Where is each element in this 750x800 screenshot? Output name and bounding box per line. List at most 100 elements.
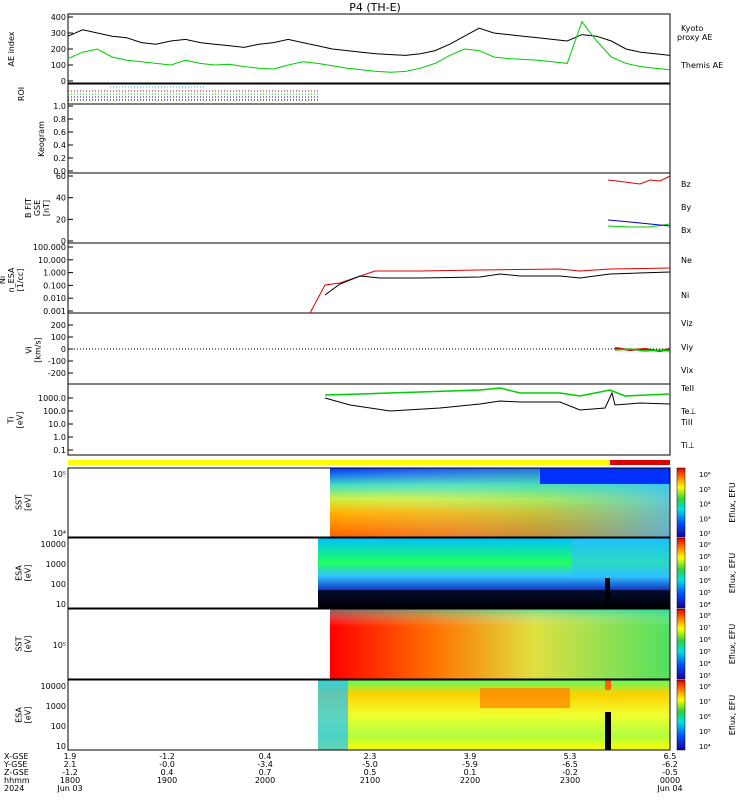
bfit-bx-line	[607, 219, 671, 227]
ti-tick-label: 10.0	[48, 420, 66, 429]
panel-bfit	[67, 172, 671, 244]
cbar-tick-7: 10⁴	[699, 501, 711, 509]
ae-tick-label: 300	[51, 29, 66, 38]
ni-tick-label: 100.000	[33, 243, 66, 252]
ti-ylabel-line-0: Ti	[7, 417, 16, 425]
footer-value: 1900	[157, 776, 177, 785]
cbar-tick-9: 10⁴	[699, 660, 711, 668]
footer-value: 2200	[460, 776, 480, 785]
legend-kyoto-1: Kyoto	[681, 24, 703, 33]
cbar-tick-10: 10⁵	[699, 728, 711, 736]
ae-series-1	[67, 20, 671, 73]
ni-ne-line	[309, 267, 671, 314]
ni-tick-label: 0.100	[43, 281, 66, 290]
cbar-tick-9: 10³	[699, 672, 711, 680]
spec-7-ylabel-line-0: SST	[15, 495, 24, 510]
footer-date-end: Jun 04	[656, 784, 682, 793]
panel-ti	[67, 383, 671, 456]
sst-mode-bar-yellow	[68, 460, 610, 465]
footer-value: 3.9	[464, 752, 477, 761]
footer-value: 2100	[360, 776, 380, 785]
footer-label-0: X-GSE	[4, 752, 29, 761]
legend-by: By	[681, 203, 691, 212]
ni-ylabel-line-0: Ni	[0, 276, 7, 284]
spec-10-tick-label: 100	[51, 722, 66, 731]
spec-10-ylabel-line-1: [eV]	[24, 707, 33, 724]
ti-teII-line	[324, 391, 671, 412]
footer-value: -0.0	[159, 760, 175, 769]
cbar-tick-7: 10³	[699, 515, 711, 523]
colorbar-esa-ion	[676, 679, 686, 751]
ae-series-0	[67, 27, 671, 56]
footer-value: 0.4	[161, 768, 174, 777]
cbar-label-9: Eflux, EFU	[728, 624, 737, 665]
footer-value: 2000	[255, 776, 275, 785]
legend-ne: Ne	[681, 256, 692, 265]
spec-10-tick-label: 10000	[41, 682, 66, 691]
ae-tick-label: 100	[51, 61, 66, 70]
footer-value: 2300	[560, 776, 580, 785]
vi-tick-label: -100	[48, 357, 66, 366]
ae-tick-label: 200	[51, 45, 66, 54]
cbar-tick-7: 10⁶	[699, 471, 711, 479]
footer-value: -3.4	[257, 760, 273, 769]
spec-8-tick-label: 1000	[46, 560, 66, 569]
legend-tiperp: Ti⊥	[680, 441, 695, 450]
bfit-tick-label: 20	[56, 215, 66, 224]
bfit-tick-label: 0	[61, 237, 66, 246]
legend-teperp: Te⊥	[680, 407, 696, 416]
footer-value: -1.2	[159, 752, 175, 761]
bfit-ylabel-line-2: [nT]	[42, 200, 51, 216]
ti-tick-label: 1000.0	[38, 394, 66, 403]
ni-tick-label: 0.001	[43, 307, 66, 316]
footer-value: -6.5	[562, 760, 578, 769]
bfit-ylabel-line-1: GSE	[33, 200, 42, 216]
spec-7-tick-label: 10⁵	[53, 470, 66, 479]
cbar-tick-9: 10⁸	[699, 612, 711, 620]
colorbar-sst-electron	[676, 467, 686, 538]
ti-tiII-line	[324, 387, 671, 397]
bfit-ylabel-line-0: B FIT	[24, 198, 33, 218]
footer-value: -1.2	[62, 768, 78, 777]
vi-viy-line	[614, 348, 671, 352]
footer-value: -0.5	[662, 768, 678, 777]
sst-mode-bar-red	[610, 460, 670, 465]
spec-8-ylabel-line-0: ESA	[15, 565, 24, 581]
keogram-ylabel: Keogram	[37, 121, 46, 157]
spec-10-tick-label: 1000	[46, 702, 66, 711]
cbar-tick-8: 10⁷	[699, 565, 711, 573]
footer-value: 2.3	[364, 752, 377, 761]
footer-value: 1800	[60, 776, 80, 785]
cbar-tick-10: 10⁸	[699, 683, 711, 691]
footer-value: 0.7	[259, 768, 272, 777]
keogram-tick-label: 0.4	[53, 141, 66, 150]
keogram-tick-label: 0.6	[53, 128, 66, 137]
ni-ylabel-line-2: [1/cc]	[16, 269, 25, 292]
bfit-tick-label: 40	[56, 194, 66, 203]
cbar-label-10: Eflux, EFU	[728, 695, 737, 736]
footer-value: 5.3	[564, 752, 577, 761]
cbar-tick-8: 10⁵	[699, 589, 711, 597]
keogram-tick-label: 0.2	[53, 154, 66, 163]
legend-teII: TeII	[680, 384, 694, 393]
cbar-tick-10: 10⁶	[699, 713, 711, 721]
ni-tick-label: 1.000	[43, 269, 66, 278]
ni-tick-label: 0.010	[43, 294, 66, 303]
legend-kyoto-2: proxy AE	[677, 33, 712, 42]
ni-tick-label: 10.000	[38, 256, 66, 265]
vi-tick-label: 200	[51, 321, 66, 330]
cbar-tick-9: 10⁷	[699, 624, 711, 632]
footer-value: -5.9	[462, 760, 478, 769]
cbar-tick-8: 10⁴	[699, 601, 711, 609]
cbar-tick-9: 10⁶	[699, 636, 711, 644]
spec-7-tick-label: 10⁴	[53, 529, 66, 538]
bfit-bz-line	[607, 175, 671, 185]
cbar-tick-7: 10²	[699, 530, 711, 538]
footer-year: 2024	[4, 784, 24, 793]
footer-label-1: Y-GSE	[3, 760, 27, 769]
ti-tick-label: 0.1	[53, 446, 66, 455]
panel-ae	[67, 13, 671, 84]
ae-tick-label: 400	[51, 13, 66, 22]
footer-value: 0000	[660, 776, 680, 785]
cbar-tick-10: 10⁴	[699, 743, 711, 751]
